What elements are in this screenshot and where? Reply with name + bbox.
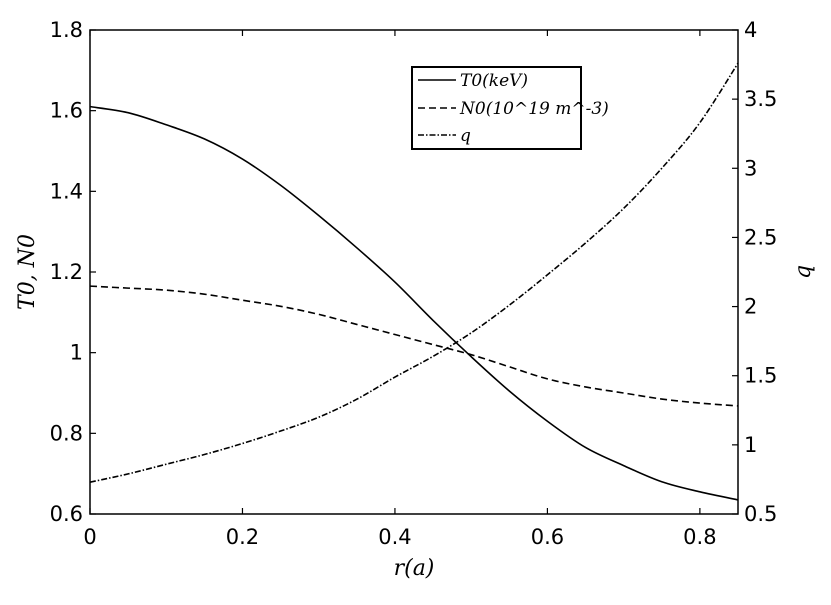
legend-label-q: q	[460, 126, 471, 146]
y-left-tick-label: 1.4	[50, 179, 83, 203]
y-right-tick-label: 3	[744, 156, 757, 180]
y-right-tick-label: 2.5	[744, 225, 777, 249]
tick-labels: 0 0.2 0.4 0.6 0.8 0.6 0.8 1 1.2 1.4 1.6 1.8 0.5 1 1.5 2…	[50, 18, 778, 549]
y-left-tick-label: 1	[70, 341, 83, 365]
y-left-tick-label: 1.6	[50, 99, 83, 123]
y-right-tick-label: 0.5	[744, 502, 777, 526]
x-axis-label: r(a)	[394, 556, 435, 581]
ticks	[89, 29, 738, 515]
legend: T0(keV) N0(10^19 m^-3) q	[411, 66, 609, 150]
series-line-0	[89, 105, 739, 501]
y-right-tick-label: 4	[744, 18, 757, 42]
y-right-axis-label: q	[791, 265, 816, 279]
legend-label-n0: N0(10^19 m^-3)	[459, 99, 609, 119]
series-line-1	[89, 285, 739, 407]
y-right-tick-label: 2	[744, 295, 757, 319]
series-line-2	[89, 62, 739, 483]
legend-label-t0: T0(keV)	[460, 71, 528, 91]
x-tick-label: 0.6	[531, 525, 564, 549]
y-left-tick-label: 0.6	[50, 502, 83, 526]
y-left-tick-label: 1.8	[50, 18, 83, 42]
x-tick-label: 0.8	[683, 525, 716, 549]
x-tick-label: 0	[83, 525, 96, 549]
y-right-tick-label: 3.5	[744, 87, 777, 111]
y-left-tick-label: 1.2	[50, 260, 83, 284]
series-lines	[89, 62, 739, 501]
x-tick-label: 0.2	[226, 525, 259, 549]
y-right-tick-label: 1	[744, 433, 757, 457]
y-right-tick-label: 1.5	[744, 364, 777, 388]
x-tick-label: 0.4	[378, 525, 411, 549]
y-left-tick-label: 0.8	[50, 421, 83, 445]
y-left-axis-label: T0, N0	[15, 234, 40, 310]
